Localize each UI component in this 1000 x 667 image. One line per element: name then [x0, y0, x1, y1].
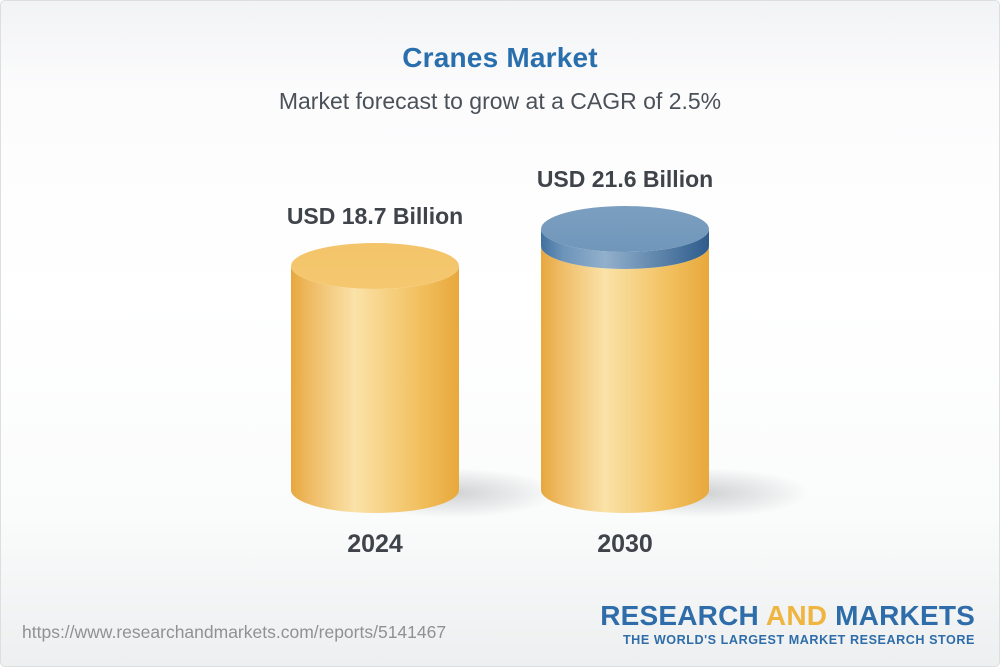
value-label-2024: USD 18.7 Billion: [286, 203, 464, 229]
bar-2030-cylinder: [541, 206, 709, 513]
bar-2024-cylinder: [291, 243, 459, 513]
report-url: https://www.researchandmarkets.com/repor…: [22, 622, 447, 642]
logo-word-and: AND: [765, 600, 828, 631]
logo-tagline: THE WORLD'S LARGEST MARKET RESEARCH STOR…: [622, 632, 975, 647]
bar-2030-growth-cap: [541, 229, 709, 269]
logo-word-research: RESEARCH: [600, 600, 759, 631]
logo-word-markets: MARKETS: [835, 600, 975, 631]
category-label-2030: 2030: [597, 530, 653, 558]
research-and-markets-logo: RESEARCH AND MARKETS THE WORLD'S LARGEST…: [600, 600, 975, 647]
category-label-2024: 2024: [347, 530, 403, 558]
chart-subtitle: Market forecast to grow at a CAGR of 2.5…: [278, 88, 722, 114]
logo-wordmark: RESEARCH AND MARKETS: [600, 600, 975, 632]
value-label-2030: USD 21.6 Billion: [536, 166, 714, 192]
chart-title: Cranes Market: [402, 42, 598, 73]
